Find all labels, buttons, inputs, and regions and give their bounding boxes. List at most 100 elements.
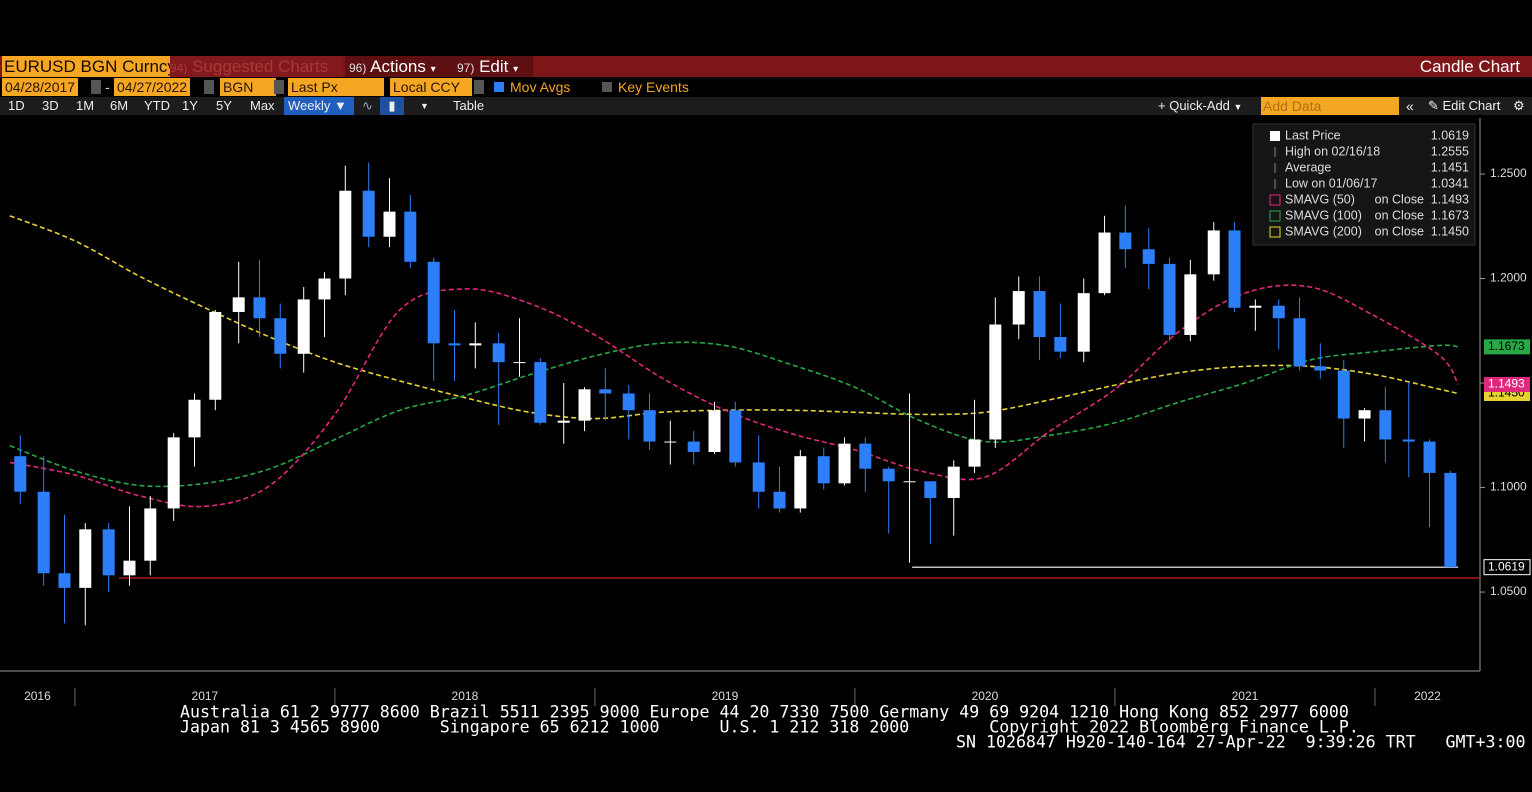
candle-body bbox=[188, 399, 201, 438]
table-button[interactable]: Table bbox=[453, 98, 485, 113]
menu-label: Actions bbox=[370, 57, 426, 76]
period-button[interactable]: 1M bbox=[76, 98, 95, 113]
legend-icon bbox=[1270, 131, 1280, 141]
menu-num: 94) bbox=[170, 61, 188, 75]
candle-body bbox=[274, 318, 287, 354]
dropdown[interactable] bbox=[274, 80, 284, 94]
frequency-label: Weekly bbox=[288, 98, 331, 113]
field[interactable]: Last Px bbox=[288, 78, 384, 96]
candle-body bbox=[1054, 337, 1067, 352]
settings-bar: 04/28/2017 - 04/27/2022 BGN Last Px Loca… bbox=[0, 78, 1532, 96]
candle-body bbox=[1207, 230, 1220, 275]
period-button[interactable]: 6M bbox=[110, 98, 129, 113]
candle-body bbox=[838, 443, 851, 484]
x-tick-label: 2020 bbox=[972, 689, 999, 703]
end-date[interactable]: 04/27/2022 bbox=[114, 78, 191, 96]
checkbox-checked[interactable] bbox=[494, 82, 504, 92]
legend-note: on Close bbox=[1375, 208, 1424, 222]
footer-line: Japan 81 3 4565 8900 Singapore 65 6212 1… bbox=[180, 718, 1359, 737]
menu-num: 96) bbox=[349, 61, 367, 75]
toggle-label[interactable]: Key Events bbox=[618, 79, 689, 95]
source[interactable]: BGN bbox=[220, 78, 276, 96]
caret: ▾ bbox=[430, 64, 436, 75]
start-date[interactable]: 04/28/2017 bbox=[2, 78, 79, 96]
candle-body bbox=[14, 456, 27, 492]
x-tick-label: 2016 bbox=[24, 689, 51, 703]
legend-value: 1.0341 bbox=[1431, 176, 1469, 190]
x-tick-label: 2021 bbox=[1232, 689, 1259, 703]
edit-chart[interactable]: ✎ Edit Chart bbox=[1428, 98, 1501, 113]
candle-body bbox=[167, 437, 180, 509]
period-bar: 1D 3D 1M 6M YTD 1Y 5Y Max Weekly ▼ ∿ ▮ ▼ Table … bbox=[0, 97, 1532, 115]
calendar-button[interactable] bbox=[204, 80, 214, 94]
candle-body bbox=[448, 343, 461, 346]
candle-body bbox=[469, 343, 482, 346]
candle-body bbox=[1077, 293, 1090, 352]
legend-label: SMAVG (100) bbox=[1285, 208, 1362, 222]
moving-average bbox=[9, 341, 1459, 488]
candle-body bbox=[58, 573, 71, 588]
candle-body bbox=[79, 529, 92, 588]
legend-value: 1.2555 bbox=[1431, 144, 1469, 158]
x-tick-label: 2019 bbox=[712, 689, 739, 703]
period-button[interactable]: Max bbox=[250, 98, 275, 113]
axis-tag bbox=[1484, 339, 1530, 355]
candle-body bbox=[1444, 472, 1457, 568]
period-button[interactable]: 1Y bbox=[182, 98, 198, 113]
moving-average bbox=[9, 284, 1459, 508]
period-button[interactable]: 3D bbox=[42, 98, 59, 113]
candle-body bbox=[534, 362, 547, 423]
legend-value: 1.1451 bbox=[1431, 160, 1469, 174]
caret[interactable]: ▼ bbox=[420, 101, 429, 111]
candle-body bbox=[1314, 366, 1327, 371]
candle-body bbox=[708, 410, 721, 453]
candle-body bbox=[1012, 291, 1025, 325]
candle-body bbox=[123, 560, 136, 576]
candle-body bbox=[1184, 274, 1197, 335]
candle-body bbox=[383, 211, 396, 237]
axis-tag bbox=[1484, 376, 1530, 392]
legend-label: Average bbox=[1285, 160, 1331, 174]
candle-body bbox=[794, 456, 807, 509]
quick-add-label: Quick-Add bbox=[1169, 98, 1230, 113]
menu[interactable]: 97) Edit ▾ bbox=[453, 56, 533, 77]
period-button[interactable]: YTD bbox=[144, 98, 170, 113]
candle-body bbox=[1337, 370, 1350, 419]
toggle-label[interactable]: Mov Avgs bbox=[510, 79, 571, 95]
line-icon[interactable]: ∿ bbox=[362, 98, 373, 113]
period-button[interactable]: 5Y bbox=[216, 98, 232, 113]
collapse[interactable]: « bbox=[1406, 98, 1414, 114]
quick-add[interactable]: + Quick-Add ▼ bbox=[1158, 98, 1243, 113]
bar-icon[interactable]: ▮ bbox=[380, 97, 404, 115]
candle-body bbox=[144, 508, 157, 561]
legend-note: on Close bbox=[1375, 192, 1424, 206]
candle-body bbox=[1228, 230, 1241, 308]
candle-body bbox=[339, 190, 352, 279]
checkbox[interactable] bbox=[602, 82, 612, 92]
settings-gear[interactable]: ⚙ bbox=[1513, 98, 1525, 113]
candle-body bbox=[599, 389, 612, 394]
ticker[interactable]: EURUSD BGN Curncy bbox=[2, 56, 176, 77]
edit-chart-label: Edit Chart bbox=[1442, 98, 1501, 113]
candle-body bbox=[1163, 263, 1176, 335]
menu[interactable]: 94) Suggested Charts bbox=[170, 56, 342, 77]
axis-tag-label: 1.1493 bbox=[1488, 377, 1525, 391]
period-button[interactable]: 1D bbox=[8, 98, 25, 113]
candle-body bbox=[1379, 410, 1392, 440]
frequency[interactable]: Weekly ▼ bbox=[284, 97, 354, 115]
x-tick-label: 2018 bbox=[452, 689, 479, 703]
candle-body bbox=[859, 443, 872, 469]
menu[interactable]: 96) Actions ▾ bbox=[345, 56, 453, 77]
menu-num: 97) bbox=[457, 61, 475, 75]
legend-label: Last Price bbox=[1285, 128, 1341, 142]
candle-body bbox=[404, 211, 417, 262]
x-tick-label: 2022 bbox=[1414, 689, 1441, 703]
candle-body bbox=[1098, 232, 1111, 294]
candle-body bbox=[903, 481, 916, 483]
candle-body bbox=[1402, 439, 1415, 442]
calendar-button[interactable] bbox=[91, 80, 101, 94]
currency[interactable]: Local CCY bbox=[390, 78, 472, 96]
add-data-input[interactable]: Add Data bbox=[1261, 97, 1399, 115]
dropdown[interactable] bbox=[474, 80, 484, 94]
